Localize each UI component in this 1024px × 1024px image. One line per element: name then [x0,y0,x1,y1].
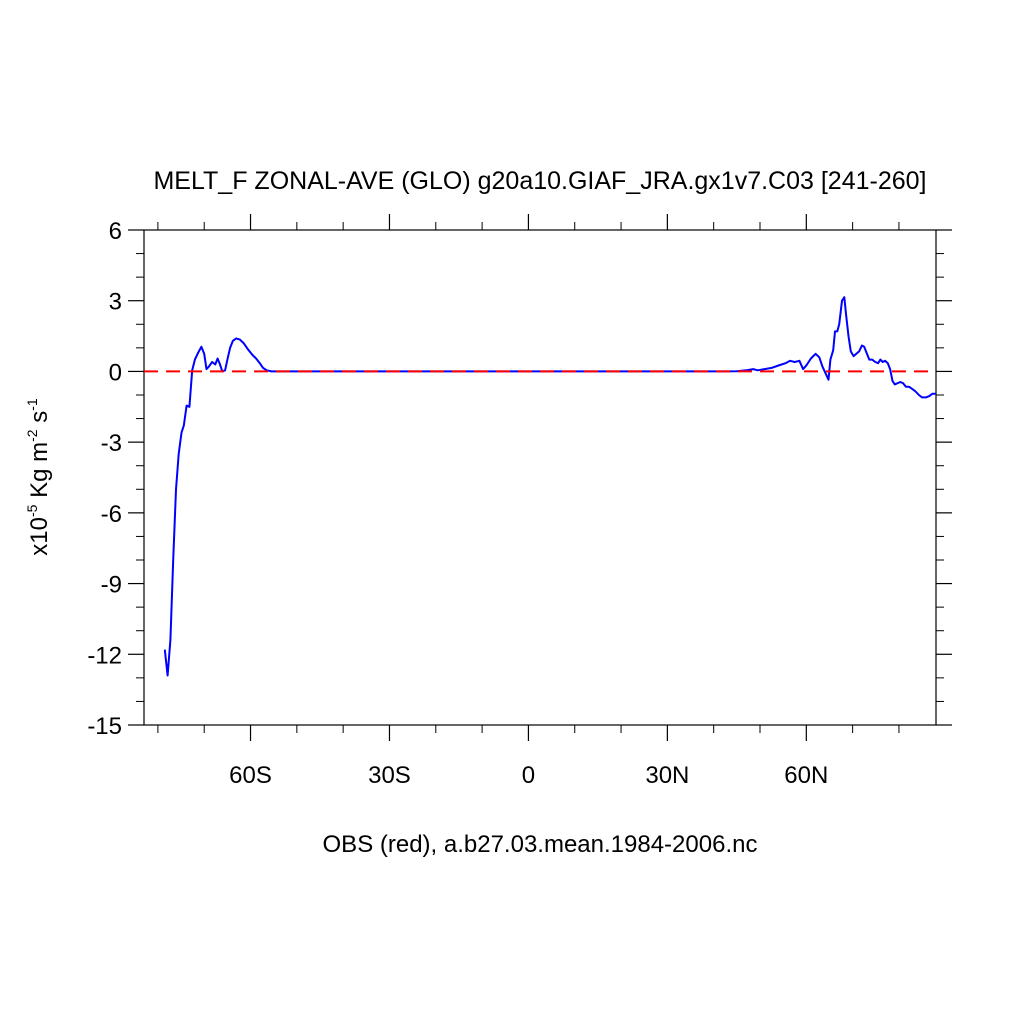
plot-frame [143,229,937,726]
plot-border [143,229,937,726]
x-tick-label: 60S [229,762,272,789]
y-tick-label: -9 [101,572,122,599]
y-axis-ticks: 6 3 0 -3 -6 -9 -12 -15 [87,218,952,740]
y-tick-label: -3 [101,430,122,457]
x-tick-label: 30S [368,762,411,789]
y-axis-label-mid2: s [26,411,53,430]
y-axis-label-mid: Kg m [26,442,53,505]
x-axis-label: OBS (red), a.b27.03.mean.1984-2006.nc [323,831,758,858]
y-axis-label-exp3: -1 [24,398,40,411]
y-tick-label: 3 [109,289,122,316]
y-tick-label: 0 [109,359,122,386]
y-tick-label: 6 [109,218,122,245]
x-axis-ticks: 60S 30S 0 30N 60N [229,214,828,789]
y-tick-label: -15 [87,713,122,740]
y-tick-label: -6 [101,501,122,528]
x-tick-label: 30N [645,762,689,789]
y-tick-label: -12 [87,642,122,669]
chart-title: MELT_F ZONAL-AVE (GLO) g20a10.GIAF_JRA.g… [153,167,926,195]
model-melt-line-blue [163,296,936,677]
minor-ticks [136,222,944,733]
y-axis-label: x10-5 Kg m-2 s-1 [24,398,53,556]
y-axis-label-exp1: -5 [24,504,40,517]
x-tick-label: 0 [522,762,535,789]
y-axis-label-prefix: x10 [26,517,53,556]
y-axis-label-exp2: -2 [24,429,40,442]
x-tick-label: 60N [784,762,828,789]
series-lines [144,296,936,677]
